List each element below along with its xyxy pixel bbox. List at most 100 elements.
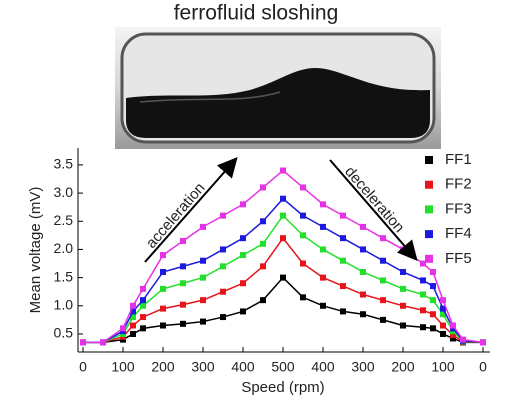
legend-label: FF4 (445, 225, 472, 242)
marker (130, 308, 136, 315)
marker (380, 277, 386, 284)
marker (400, 268, 406, 275)
series-line (83, 197, 484, 344)
marker (240, 201, 246, 208)
marker (240, 280, 246, 287)
x-tick-label: 300 (351, 359, 375, 375)
marker (160, 268, 166, 275)
marker (360, 311, 366, 318)
marker (430, 283, 436, 290)
y-tick-label: 0.5 (54, 325, 74, 341)
marker (400, 285, 406, 292)
marker (200, 297, 206, 304)
legend-label: FF1 (445, 151, 472, 168)
marker (320, 246, 326, 253)
marker (380, 297, 386, 304)
marker (460, 336, 466, 343)
marker (360, 268, 366, 275)
marker (280, 212, 286, 219)
y-tick-label: 3.5 (54, 156, 74, 172)
marker (450, 335, 456, 342)
marker (260, 263, 266, 270)
marker (440, 322, 446, 329)
x-axis-label: Speed (rpm) (241, 379, 324, 396)
marker (130, 330, 136, 337)
photo (115, 27, 441, 149)
marker (440, 330, 446, 337)
marker (240, 252, 246, 259)
marker (260, 184, 266, 191)
y-tick-label: 1.0 (54, 296, 74, 312)
marker (260, 240, 266, 247)
marker (380, 235, 386, 242)
legend-marker (425, 254, 433, 263)
legend-marker (425, 180, 433, 189)
marker (240, 308, 246, 315)
x-tick-label: 200 (391, 359, 415, 375)
marker (160, 305, 166, 312)
marker (260, 218, 266, 225)
arrow (144, 157, 238, 263)
marker (180, 280, 186, 287)
marker (360, 291, 366, 298)
x-tick-label: 200 (151, 359, 175, 375)
marker (140, 297, 146, 304)
marker (240, 235, 246, 242)
marker (340, 308, 346, 315)
y-axis-label: Mean voltage (mV) (27, 187, 44, 314)
x-tick-label: 0 (479, 359, 487, 375)
legend-marker (425, 230, 433, 239)
marker (400, 322, 406, 329)
x-tick-label: 100 (431, 359, 455, 375)
marker (160, 285, 166, 292)
marker (430, 325, 436, 332)
marker (430, 297, 436, 304)
marker (200, 274, 206, 281)
y-tick-label: 3.0 (54, 184, 74, 200)
marker (480, 339, 486, 346)
marker (360, 223, 366, 230)
x-tick-label: 100 (111, 359, 135, 375)
marker (420, 277, 426, 284)
x-tick-label: 500 (271, 359, 295, 375)
y-tick-label: 2.0 (54, 240, 74, 256)
y-tick-label: 1.5 (54, 268, 74, 284)
marker (340, 235, 346, 242)
marker (140, 285, 146, 292)
marker (380, 316, 386, 323)
legend-label: FF3 (445, 200, 472, 217)
marker (430, 268, 436, 275)
legend-label: FF5 (445, 250, 472, 267)
marker (280, 235, 286, 242)
marker (420, 307, 426, 314)
marker (320, 201, 326, 208)
x-tick-label: 400 (311, 359, 335, 375)
marker (130, 302, 136, 309)
marker (400, 302, 406, 309)
marker (220, 288, 226, 295)
marker (420, 324, 426, 331)
x-tick-label: 0 (79, 359, 87, 375)
marker (220, 212, 226, 219)
marker (130, 322, 136, 329)
marker (140, 302, 146, 309)
legend-marker (425, 205, 433, 214)
marker (200, 257, 206, 264)
marker (300, 260, 306, 267)
marker (120, 325, 126, 332)
marker (180, 237, 186, 244)
marker (200, 318, 206, 325)
marker (300, 294, 306, 301)
marker (300, 232, 306, 239)
y-tick-label: 2.5 (54, 212, 74, 228)
marker (280, 195, 286, 202)
marker (440, 305, 446, 312)
marker (440, 311, 446, 318)
marker (450, 322, 456, 329)
legend-label: FF2 (445, 176, 472, 193)
marker (340, 212, 346, 219)
marker (280, 167, 286, 174)
marker (140, 325, 146, 332)
marker (320, 302, 326, 309)
